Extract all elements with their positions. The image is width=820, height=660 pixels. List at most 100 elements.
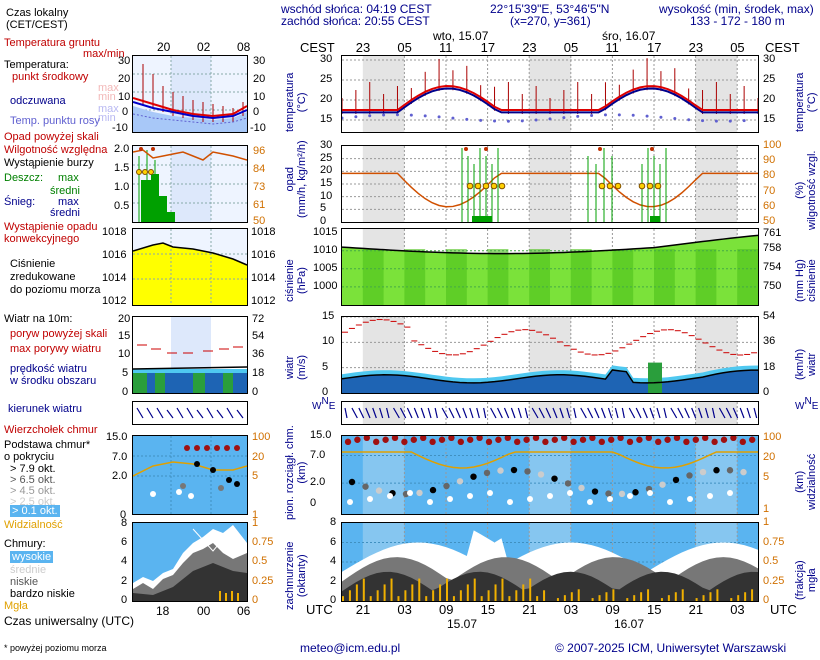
bottom-tick-5: 03 [563,602,579,617]
elevation-title: wysokość (min, środek, max) [659,2,814,16]
email-link[interactable]: meteo@icm.edu.pl [300,641,401,655]
left-cloudbase-chart [133,436,247,514]
temp-felt-label: odczuwana [10,95,66,107]
main-hum-axis-0: 100 [763,139,782,151]
main-temp-axis-l-2: 20 [320,93,333,105]
main-direction-panel [341,401,759,425]
left-cloudbase-panel [132,435,248,515]
clouds-title-label: Chmury: [4,538,46,550]
cloud-base-label: Podstawa chmur* o pokryciu [4,439,91,463]
main-precip-axis-6: 0 [320,215,327,227]
left-precip-axis-05: 0.5 [114,200,130,212]
left-hum-axis-73: 73 [253,181,266,193]
top-tick-2: 11 [439,40,453,55]
main-press-axis-2: 1005 [313,261,338,274]
main-clouds-panel [341,522,759,602]
main-clouds-axis-4: 0 [330,594,337,606]
clouds-low-label: niskie [10,576,39,588]
clouds-mid-label: średnie [10,564,47,576]
copyright-text: © 2007-2025 ICM, Uniwersytet Warszawski [555,641,787,655]
left-direction-chart [136,407,244,419]
left-wind-axis-10: 10 [118,348,131,360]
main-fog-axis-2: 0.5 [763,555,779,567]
top-tick-0: 23 [355,40,371,55]
main-fog-axis-0: 1 [763,516,770,528]
main-precip-axis-5: 5 [320,202,327,215]
left-hum-axis-50: 50 [253,215,266,227]
main-fog-axis-4: 0 [763,594,770,606]
left-temp-chart [133,56,247,132]
left-tick-08: 08 [237,40,251,54]
left-press-axis-r1012: 1012 [251,295,276,307]
footnote-label: * powyżej poziomu morza [4,643,107,653]
elevation-values: 133 - 172 - 180 m [690,14,785,28]
day1-top-label: wto, 15.07 [433,29,489,43]
temp-axis-title-right: temperatura (°C) [794,72,818,132]
left-vis-axis-5: 5 [252,470,259,482]
bottom-tick-8: 21 [688,602,704,617]
compass-left: WNE [312,397,335,412]
main-cloudbase-panel [341,435,759,515]
compass-n-r: N [804,396,812,407]
pressure-axis-title: ciśnienie (hPa) [284,259,308,302]
main-temp-axis-l-1: 25 [320,73,333,85]
left-temp-axis-20: 20 [118,73,131,85]
left-temp-axis-m10: -10 [112,122,128,134]
main-press-mmhg-3: 750 [763,280,782,293]
wind-kmh-title: (km/h) wiatr [794,348,818,380]
main-press-axis-0: 1015 [313,225,338,238]
left-fog-axis-025: 0.25 [252,575,274,587]
main-pressure-panel [341,228,759,306]
fog-label: Mgła [4,600,28,612]
main-wind-axis-1: 10 [322,335,335,348]
main-cloud-axis-1: 7.0 [310,448,326,461]
compass-e-r: E [811,401,819,412]
left-bottom-tick-06: 06 [237,604,251,618]
pressure-mmhg-title: (mm Hg) ciśnienie [794,259,818,302]
grid-text: (x=270, y=361) [510,14,591,28]
main-cloud-axis-2: 2.0 [310,476,326,489]
visibility-axis-title: (km) widzialność [794,453,818,510]
main-press-mmhg-1: 758 [763,241,782,254]
main-press-axis-1: 1010 [313,243,338,256]
main-cloud-axis-3: 0 [310,497,317,509]
main-vis-axis-0: 100 [763,431,782,443]
top-tick-3: 17 [480,40,496,55]
gust-above-label: poryw powyżej skali [10,328,108,340]
main-fog-axis-3: 0.25 [763,574,785,587]
felt-min-label: min [98,112,116,124]
main-temp-axis-r-0: 30 [763,53,776,65]
snow-label: Śnieg: [4,196,36,208]
temp-middle-label: punkt środkowy [12,71,89,83]
temp-min-label: min [98,91,116,103]
main-clouds-axis-3: 2 [330,574,337,587]
left-fog-axis-0: 0 [252,594,259,606]
wind-direction-label: kierunek wiatru [8,403,82,415]
utc-label-left: UTC [306,602,333,617]
left-clouds-axis-8: 8 [121,517,128,529]
main-temp-axis-l-3: 15 [320,113,333,125]
left-press-axis-r1014: 1014 [251,272,276,284]
bottom-tick-3: 15 [480,602,496,617]
rain-max-label: max [58,172,79,184]
clouds-vlow-label: bardzo niskie [10,588,75,600]
left-vis-axis-1: 1 [252,509,259,521]
ground-maxmin-label: max/min [83,48,125,60]
left-clouds-axis-0: 0 [121,594,128,606]
top-tick-1: 05 [397,40,412,55]
ground-temp-label: Temperatura gruntu [4,37,100,49]
storm-label: Wystąpienie burzy [4,157,94,169]
okt-01-label: > 0.1 okt. [10,505,60,517]
left-wind-kmh-0: 0 [252,386,259,398]
bottom-tick-6: 09 [605,602,620,617]
left-temp-axis-r30: 30 [253,55,266,67]
main-temp-panel [341,55,759,133]
left-vis-axis-100: 100 [252,431,271,443]
main-pressure-chart [342,229,758,305]
snow-mid-label: średni [50,207,80,219]
sunset-text: zachód słońca: 20:55 CEST [281,14,430,28]
main-direction-chart [342,402,758,424]
okt-45-label: > 4.5 okt. [10,485,56,497]
main-press-mmhg-0: 761 [763,227,782,240]
left-cloud-axis-15: 15.0 [106,431,128,443]
